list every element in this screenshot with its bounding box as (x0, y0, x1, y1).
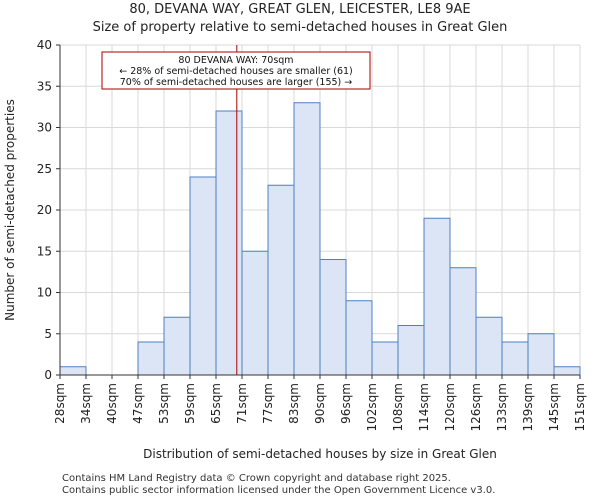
x-tick-label: 59sqm (183, 383, 197, 424)
x-tick-label: 53sqm (157, 383, 171, 424)
x-tick-label: 151sqm (573, 383, 587, 431)
x-axis-label: Distribution of semi-detached houses by … (143, 447, 497, 461)
y-tick-label: 30 (37, 121, 52, 135)
x-tick-label: 108sqm (391, 383, 405, 431)
histogram-bar (449, 267, 477, 376)
histogram-bar (423, 217, 451, 376)
y-tick-label: 20 (37, 203, 52, 217)
x-tick-label: 34sqm (79, 383, 93, 424)
histogram-bar (371, 341, 399, 376)
histogram-bar (397, 325, 425, 376)
attribution-line-1: Contains HM Land Registry data © Crown c… (62, 473, 451, 484)
page-title: 80, DEVANA WAY, GREAT GLEN, LEICESTER, L… (129, 2, 471, 17)
x-tick-label: 77sqm (261, 383, 275, 424)
histogram-bar (293, 102, 321, 376)
x-tick-label: 126sqm (469, 383, 483, 431)
x-tick-label: 90sqm (313, 383, 327, 424)
histogram-bar (59, 366, 87, 376)
x-tick-label: 28sqm (53, 383, 67, 424)
x-tick-label: 96sqm (339, 383, 353, 424)
attribution-line-2: Contains public sector information licen… (62, 485, 496, 496)
histogram-bar (137, 341, 165, 376)
x-tick-label: 83sqm (287, 383, 301, 424)
histogram-bar (215, 110, 243, 376)
y-tick-label: 35 (37, 79, 52, 93)
y-tick-label: 0 (44, 368, 52, 382)
x-tick-label: 71sqm (235, 383, 249, 424)
annotation-text: 70% of semi-detached houses are larger (… (120, 77, 353, 88)
y-tick-label: 40 (37, 38, 52, 52)
y-tick-label: 5 (44, 327, 52, 341)
histogram-bar (345, 300, 373, 376)
x-tick-label: 133sqm (495, 383, 509, 431)
histogram-bar (553, 366, 581, 376)
x-tick-label: 120sqm (443, 383, 457, 431)
annotation-text: ← 28% of semi-detached houses are smalle… (119, 66, 353, 77)
histogram-bar (501, 341, 529, 376)
chart-subtitle: Size of property relative to semi-detach… (92, 20, 508, 35)
y-tick-label: 10 (37, 286, 52, 300)
x-tick-label: 145sqm (547, 383, 561, 431)
histogram-bar (527, 333, 555, 376)
histogram-bar (319, 259, 347, 376)
histogram-bar (267, 184, 295, 376)
x-tick-label: 102sqm (365, 383, 379, 431)
x-tick-label: 40sqm (105, 383, 119, 424)
x-tick-label: 114sqm (417, 383, 431, 431)
y-tick-label: 15 (37, 244, 52, 258)
histogram-bar (475, 316, 503, 376)
histogram-bar (163, 316, 191, 376)
y-axis-label: Number of semi-detached properties (3, 99, 17, 321)
x-tick-label: 139sqm (521, 383, 535, 431)
y-tick-label: 25 (37, 162, 52, 176)
x-tick-label: 65sqm (209, 383, 223, 424)
annotation-text: 80 DEVANA WAY: 70sqm (178, 55, 293, 66)
annotation-box (101, 51, 371, 90)
x-tick-label: 47sqm (131, 383, 145, 424)
histogram-bar (189, 176, 217, 376)
histogram-bar (241, 250, 269, 376)
